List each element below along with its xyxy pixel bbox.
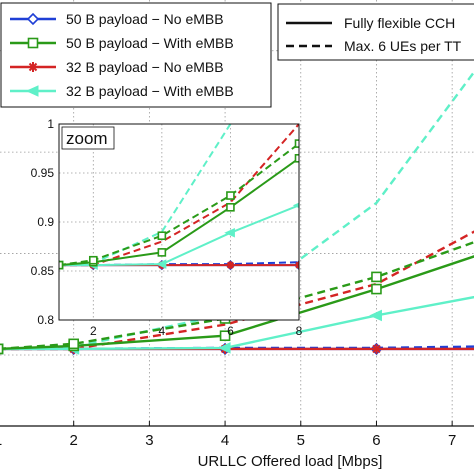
main-point-3-3 [369,309,382,322]
inset-y-tick-label-0.85: 0.85 [31,264,55,278]
legend-linestyle-box [277,3,474,61]
x-tick-label-5: 5 [297,432,305,449]
legend-linestyle-label-0: Fully flexible CCH [344,15,455,31]
x-tick-label-4: 4 [221,432,229,449]
legend-series: 50 B payload − No eMBB 50 B payload − Wit… [0,2,272,108]
main-series-line-6 [0,230,474,351]
inset-x-tick-label-4: 4 [159,324,166,338]
x-tick-label-2: 2 [70,432,78,449]
inset-point-1-4 [294,154,299,163]
inset-y-tick-label-0.8: 0.8 [37,313,54,327]
inset-y-tick-label-0.95: 0.95 [31,166,55,180]
legend-series-label-2: 32 B payload − No eMBB [66,59,224,75]
inset-point-3-3 [224,228,235,238]
x-tick-label-7: 7 [448,432,456,449]
x-tick-label-3: 3 [145,432,153,449]
legend-series-marker-0 [26,12,40,26]
inset-label-box [61,126,115,150]
x-tick-label-6: 6 [372,432,380,449]
legend-linestyle: Fully flexible CCH Max. 6 UEs per TT [277,3,474,61]
legend-linestyle-label-1: Max. 6 UEs per TT [344,38,462,54]
x-axis-label: URLLC Offered load [Mbps] [198,453,383,470]
inset-point-3-2 [155,259,167,269]
legend-series-label-1: 50 B payload − With eMBB [66,35,234,51]
legend-series-label-3: 32 B payload − With eMBB [66,83,234,99]
inset-point-5-1 [88,255,98,265]
inset-tick-labels: 2 4 6 8 0.8 0.85 0.9 0.95 1 [31,117,303,338]
inset-point-1-3 [226,203,235,212]
main-point-5-0 [0,343,4,355]
inset-frame [58,123,300,321]
main-point-1-3 [371,283,382,295]
inset-point-2-3 [226,261,235,270]
inset-y-tick-label-1: 1 [47,117,54,131]
legend-series-marker-3 [25,85,39,97]
inset-x-tick-label-2: 2 [90,324,97,338]
main-axes [0,421,474,427]
main-point-1-2 [219,330,231,342]
inset-series [59,124,299,271]
legend-series-marker-2 [28,62,38,72]
main-point-2-3 [371,343,382,354]
inset-y-tick-label-0.9: 0.9 [37,215,54,229]
main-point-5-1 [68,338,79,350]
main-point-3-2 [217,342,231,354]
zoom-inset: 2 4 6 8 0.8 0.85 0.9 0.95 1 zoom [31,117,303,338]
inset-point-2-4 [295,261,299,270]
inset-point-1-2 [157,248,167,257]
inset-series-line-5 [59,142,299,267]
legend-series-box [0,2,272,108]
main-point-5-3 [371,271,382,283]
main-series [0,70,474,356]
legend-series-marker-1 [27,37,39,49]
x-tick-label-1: 1 [0,432,2,449]
inset-x-tick-label-6: 6 [227,324,234,338]
inset-point-5-2 [157,231,167,241]
legend-series-label-0: 50 B payload − No eMBB [66,11,224,27]
inset-label: zoom [66,129,108,148]
inset-point-5-4 [294,139,299,148]
inset-point-5-3 [226,191,235,200]
main-x-tick-labels: 1 2 3 4 5 6 7 [0,432,456,449]
inset-point-5-0 [59,260,64,270]
inset-x-tick-label-8: 8 [296,324,303,338]
